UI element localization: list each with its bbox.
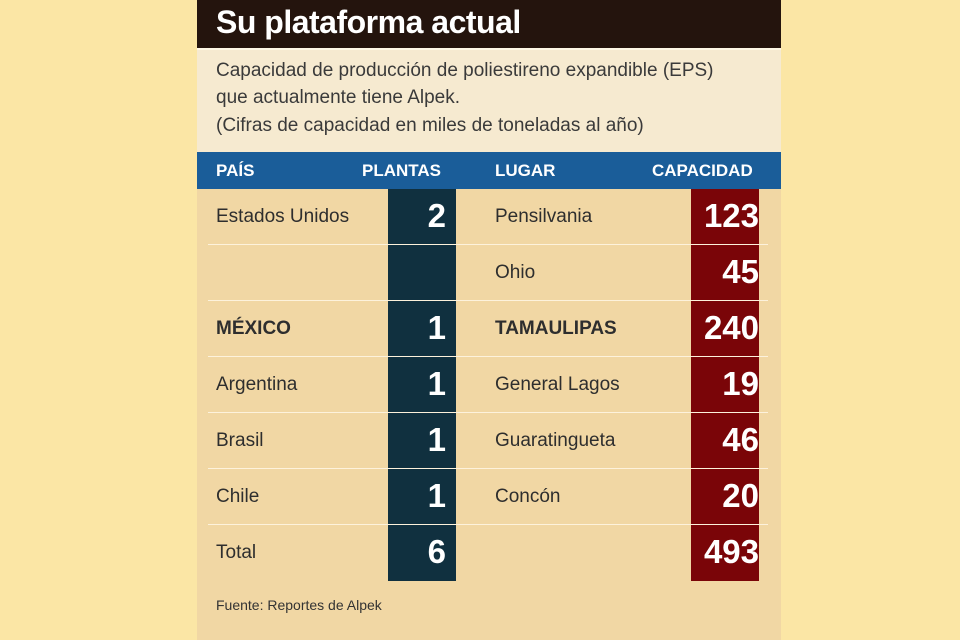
row-divider xyxy=(208,244,768,245)
table-row: Total 6 493 xyxy=(197,525,781,581)
lugar-cell: Guaratingueta xyxy=(495,430,616,451)
row-divider xyxy=(208,468,768,469)
title-bar: Su plataforma actual xyxy=(197,0,781,50)
table-row: Brasil 1 Guaratingueta 46 xyxy=(197,413,781,469)
subtitle-line: que actualmente tiene Alpek. xyxy=(216,87,461,108)
lugar-cell: Pensilvania xyxy=(495,206,593,227)
pais-cell: Brasil xyxy=(216,430,264,451)
plantas-cell-bg xyxy=(388,413,456,469)
subtitle-line: Capacidad de producción de poliestireno … xyxy=(216,60,714,81)
plantas-value: 1 xyxy=(427,421,446,458)
table-header: PAÍS PLANTAS LUGAR CAPACIDAD xyxy=(197,152,781,189)
plantas-value: 1 xyxy=(427,477,446,514)
source-note: Fuente: Reportes de Alpek xyxy=(216,597,382,613)
pais-cell: Estados Unidos xyxy=(216,206,350,227)
capacidad-cell-bg xyxy=(691,413,759,469)
capacidad-value: 45 xyxy=(722,253,759,290)
subtitle-box: Capacidad de producción de poliestireno … xyxy=(197,50,781,152)
table-row: Ohio 45 xyxy=(197,245,781,301)
capacidad-value: 240 xyxy=(703,309,759,346)
subtitle-note: (Cifras de capacidad en miles de tonelad… xyxy=(216,115,644,136)
infographic-card: Su plataforma actual Capacidad de produc… xyxy=(197,0,781,640)
plantas-cell-bg xyxy=(388,357,456,413)
table-row: Estados Unidos 2 Pensilvania 123 xyxy=(197,189,781,245)
lugar-cell: TAMAULIPAS xyxy=(495,318,617,339)
pais-cell: Chile xyxy=(216,486,260,507)
capacidad-cell-bg xyxy=(691,189,759,245)
plantas-cell-bg xyxy=(388,469,456,525)
header-capacidad: CAPACIDAD xyxy=(652,161,753,180)
row-divider xyxy=(208,524,768,525)
lugar-cell: General Lagos xyxy=(495,374,620,395)
row-divider xyxy=(208,412,768,413)
table-row: Chile 1 Concón 20 xyxy=(197,469,781,525)
capacidad-value: 123 xyxy=(703,197,759,234)
capacidad-value: 46 xyxy=(722,421,759,458)
table-row: MÉXICO 1 TAMAULIPAS 240 xyxy=(197,301,781,357)
lugar-cell: Concón xyxy=(495,486,561,507)
capacidad-cell-bg xyxy=(691,469,759,525)
pais-cell: MÉXICO xyxy=(216,318,291,339)
plantas-cell-bg xyxy=(388,301,456,357)
capacidad-cell-bg xyxy=(691,525,759,581)
header-pais: PAÍS xyxy=(216,161,255,180)
plantas-value: 6 xyxy=(427,533,446,570)
plantas-cell-bg xyxy=(388,525,456,581)
capacidad-value: 19 xyxy=(722,365,759,402)
pais-cell: Total xyxy=(216,542,257,563)
plantas-value: 1 xyxy=(427,365,446,402)
lugar-cell: Ohio xyxy=(495,262,536,283)
capacidad-cell-bg xyxy=(691,301,759,357)
row-divider xyxy=(208,300,768,301)
row-divider xyxy=(208,356,768,357)
header-lugar: LUGAR xyxy=(495,161,556,180)
plantas-cell-bg xyxy=(388,189,456,245)
capacidad-cell-bg xyxy=(691,357,759,413)
capacidad-value: 493 xyxy=(703,533,759,570)
plantas-value: 1 xyxy=(427,309,446,346)
capacidad-cell-bg xyxy=(691,245,759,301)
table-row: Argentina 1 General Lagos 19 xyxy=(197,357,781,413)
plantas-value: 2 xyxy=(427,197,446,234)
header-plantas: PLANTAS xyxy=(362,161,442,180)
plantas-cell-bg xyxy=(388,245,456,301)
pais-cell: Argentina xyxy=(216,374,298,395)
infographic-title: Su plataforma actual xyxy=(216,4,521,40)
capacidad-value: 20 xyxy=(722,477,759,514)
